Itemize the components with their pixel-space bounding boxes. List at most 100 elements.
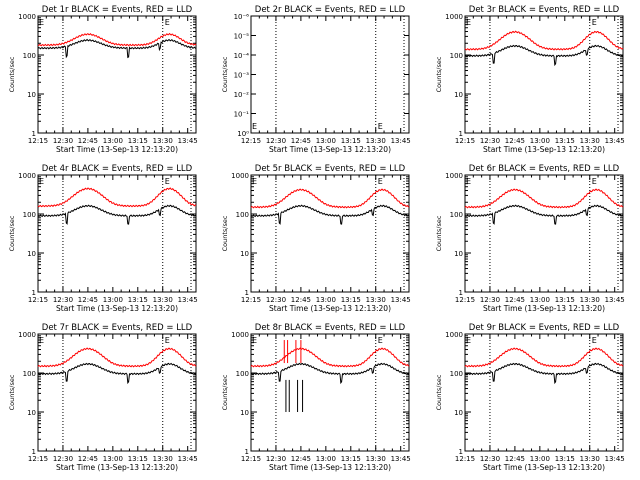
x-tick-label: 12:45 — [78, 137, 98, 145]
x-tick-label: 12:15 — [455, 455, 475, 463]
panel-title: Det 9r BLACK = Events, RED = LLD — [469, 323, 620, 333]
y-tick-label: 1 — [245, 448, 249, 456]
y-axis-label: Counts/sec — [8, 374, 16, 410]
x-tick-label: 13:15 — [128, 455, 148, 463]
y-tick-label: 1000 — [445, 331, 463, 339]
events-series-line — [464, 362, 624, 385]
x-tick-label: 12:15 — [28, 296, 48, 304]
x-tick-label: 13:15 — [128, 296, 148, 304]
x-tick-label: 12:30 — [53, 296, 73, 304]
marker-label-e: E — [592, 177, 597, 186]
panel-det-5: Det 5r BLACK = Events, RED = LLD 1 10 100 10… — [221, 164, 411, 313]
y-tick-label: 100 — [450, 211, 463, 219]
y-tick-label: 10⁻⁶ — [234, 13, 250, 21]
x-tick-label: 12:45 — [291, 455, 311, 463]
x-tick-label: 13:45 — [605, 296, 625, 304]
panel-title: Det 7r BLACK = Events, RED = LLD — [42, 323, 193, 333]
panel-det-2: Det 2r BLACK = Events, RED = LLD 10⁰ 10⁻¹ 1… — [221, 5, 411, 154]
plot-frame — [37, 15, 197, 134]
y-tick-label: 10 — [240, 250, 249, 258]
y-tick-label: 1 — [32, 130, 36, 138]
x-tick-label: 12:15 — [455, 137, 475, 145]
x-tick-label: 12:30 — [266, 455, 286, 463]
marker-label-e: E — [592, 18, 597, 27]
plot-frame — [250, 174, 410, 293]
lld-series-line — [37, 187, 197, 208]
x-axis-label: Start Time (13-Sep-13 12:13:20) — [269, 145, 391, 154]
events-series-line — [37, 204, 197, 225]
x-tick-label: 12:15 — [241, 296, 261, 304]
y-axis-label: Counts/sec — [435, 374, 443, 410]
marker-label-e: E — [252, 122, 257, 131]
panel-det-7: Det 7r BLACK = Events, RED = LLD 1 10 100 10… — [8, 323, 198, 472]
events-series-line — [464, 44, 624, 67]
marker-label-e: E — [39, 18, 44, 27]
marker-label-e: E — [466, 177, 471, 186]
x-tick-label: 13:15 — [341, 296, 361, 304]
marker-label-e: E — [466, 18, 471, 27]
y-axis-label: Counts/sec — [8, 215, 16, 251]
y-tick-label: 1000 — [18, 172, 36, 180]
x-tick-label: 13:45 — [605, 137, 625, 145]
y-tick-label: 10 — [27, 409, 36, 417]
y-tick-label: 1 — [459, 130, 463, 138]
x-tick-label: 12:45 — [291, 137, 311, 145]
plot-frame — [37, 333, 197, 452]
y-tick-label: 10⁻¹ — [234, 111, 250, 119]
y-axis-label: Counts/sec — [221, 215, 229, 251]
y-tick-label: 10 — [454, 250, 463, 258]
x-tick-label: 12:30 — [480, 137, 500, 145]
x-tick-label: 13:00 — [103, 137, 123, 145]
marker-label-e: E — [592, 336, 597, 345]
x-tick-label: 13:00 — [316, 455, 336, 463]
x-tick-label: 12:30 — [53, 455, 73, 463]
plot-frame — [37, 174, 197, 293]
panel-det-3: Det 3r BLACK = Events, RED = LLD 1 10 100 10… — [435, 5, 625, 154]
x-tick-label: 12:30 — [266, 296, 286, 304]
x-tick-label: 12:15 — [455, 296, 475, 304]
panel-det-6: Det 6r BLACK = Events, RED = LLD 1 10 100 10… — [435, 164, 625, 313]
y-tick-label: 1000 — [18, 331, 36, 339]
x-tick-label: 13:00 — [316, 296, 336, 304]
panel-title: Det 1r BLACK = Events, RED = LLD — [42, 5, 193, 15]
y-tick-label: 100 — [236, 370, 249, 378]
x-tick-label: 12:15 — [28, 455, 48, 463]
plot-frame — [250, 333, 410, 452]
y-tick-label: 1000 — [445, 172, 463, 180]
plot-frame — [464, 333, 624, 452]
marker-label-e: E — [165, 336, 170, 345]
x-tick-label: 12:15 — [28, 137, 48, 145]
y-tick-label: 1000 — [231, 172, 249, 180]
y-tick-label: 1000 — [18, 13, 36, 21]
y-tick-label: 10 — [27, 250, 36, 258]
y-tick-label: 10⁻³ — [234, 72, 250, 80]
x-tick-label: 13:15 — [555, 137, 575, 145]
x-tick-label: 13:15 — [341, 455, 361, 463]
y-tick-label: 10⁻⁴ — [234, 52, 250, 60]
marker-label-e: E — [39, 177, 44, 186]
y-tick-label: 100 — [23, 370, 36, 378]
x-tick-label: 13:30 — [366, 455, 386, 463]
x-axis-label: Start Time (13-Sep-13 12:13:20) — [483, 463, 605, 472]
lld-series-line — [37, 347, 197, 368]
x-tick-label: 12:30 — [480, 296, 500, 304]
x-tick-label: 13:30 — [153, 137, 173, 145]
panel-title: Det 8r BLACK = Events, RED = LLD — [255, 323, 406, 333]
panel-title: Det 6r BLACK = Events, RED = LLD — [469, 164, 620, 174]
x-tick-label: 13:15 — [555, 296, 575, 304]
x-tick-label: 13:15 — [555, 455, 575, 463]
x-tick-label: 12:30 — [480, 455, 500, 463]
panel-title: Det 2r BLACK = Events, RED = LLD — [255, 5, 406, 15]
events-series-line — [464, 204, 624, 225]
marker-label-e: E — [165, 177, 170, 186]
y-tick-label: 10 — [454, 91, 463, 99]
x-axis-label: Start Time (13-Sep-13 12:13:20) — [56, 145, 178, 154]
y-tick-label: 100 — [450, 370, 463, 378]
x-tick-label: 13:45 — [605, 455, 625, 463]
lld-series-line — [464, 347, 624, 368]
x-tick-label: 13:00 — [316, 137, 336, 145]
x-tick-label: 13:30 — [580, 137, 600, 145]
x-tick-label: 12:45 — [78, 455, 98, 463]
x-tick-label: 13:45 — [178, 455, 198, 463]
